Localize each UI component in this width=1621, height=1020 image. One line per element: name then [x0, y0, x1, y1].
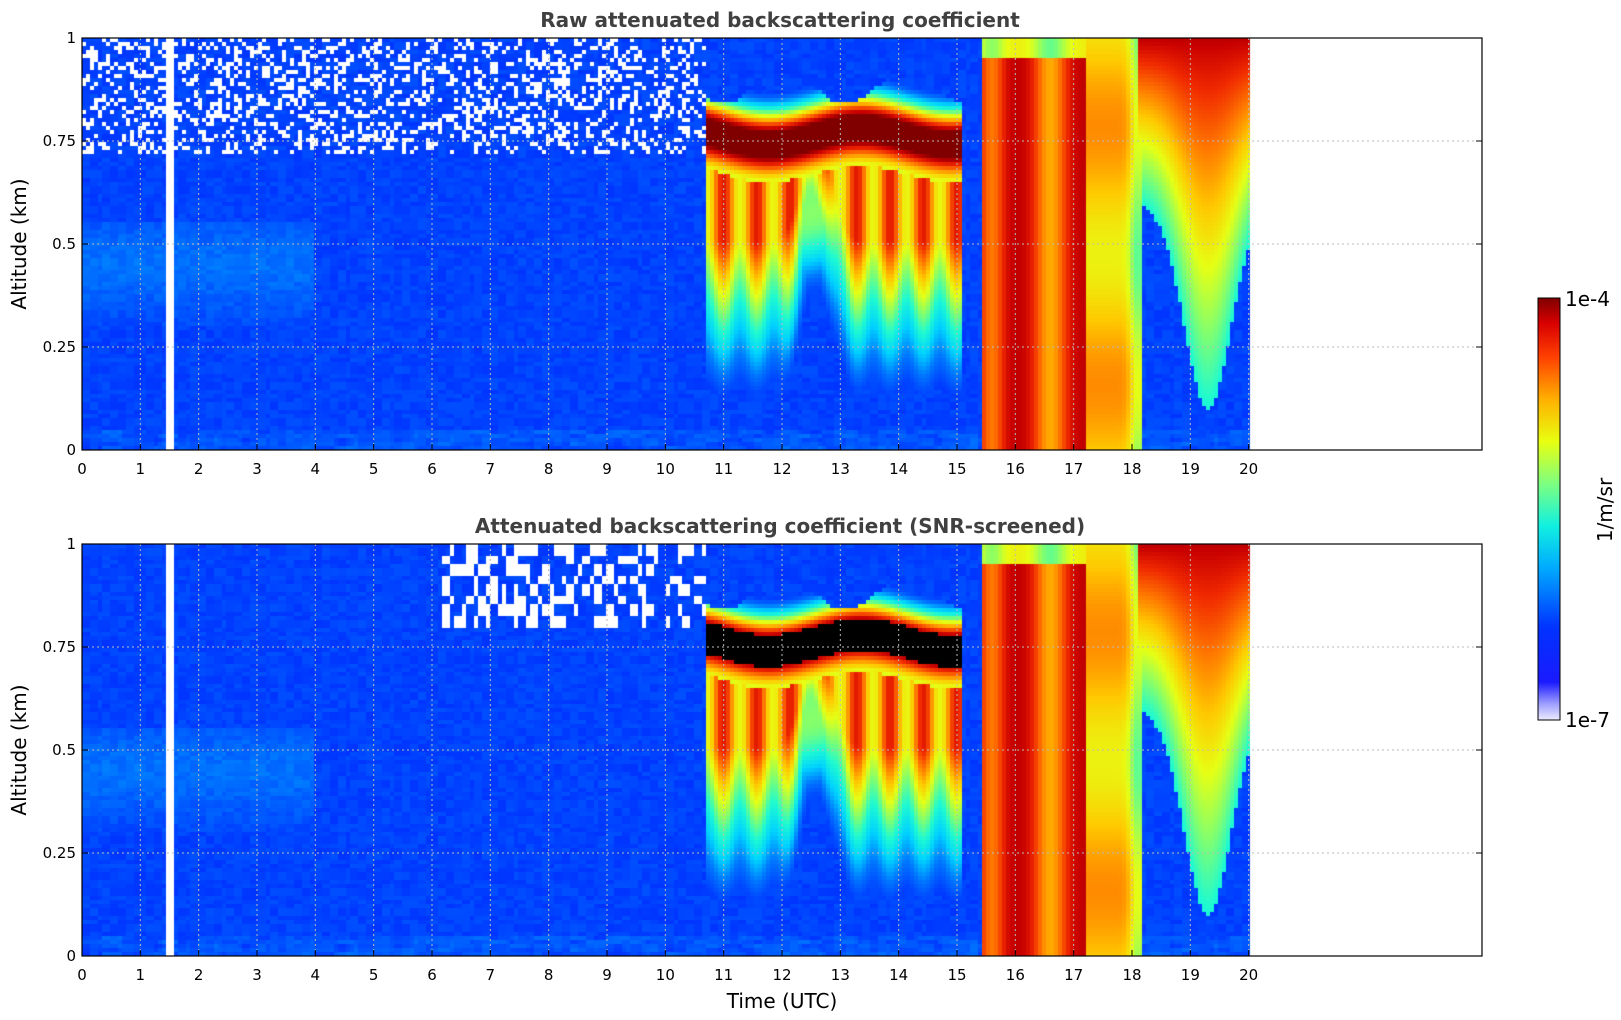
- colorbar-max-label: 1e-4: [1565, 287, 1610, 311]
- colorbar: 1e-4 1e-7 1/m/sr: [1537, 287, 1617, 732]
- x-tick-label: 15: [947, 460, 966, 478]
- x-tick-label: 12: [772, 460, 791, 478]
- x-tick-label: 3: [252, 460, 262, 478]
- colorbar-unit-label: 1/m/sr: [1593, 477, 1617, 542]
- x-tick-label: 9: [602, 966, 612, 984]
- axis-ticks-raw: 0 1 2 3 4 5 6 7 8 9 10 11 12 13 14 15 16 17 18 19 2000.250.5…: [43, 29, 1482, 478]
- x-tick-label: 14: [889, 966, 908, 984]
- ylabel-raw: Altitude (km): [7, 178, 31, 309]
- x-tick-label: 8: [544, 966, 554, 984]
- x-tick-label: 5: [369, 460, 379, 478]
- y-tick-label: 0: [66, 947, 76, 965]
- x-tick-label: 10: [656, 966, 675, 984]
- colorbar-min-label: 1e-7: [1565, 708, 1610, 732]
- x-tick-label: 16: [1006, 966, 1025, 984]
- x-tick-label: 1: [136, 460, 146, 478]
- x-tick-label: 3: [252, 966, 262, 984]
- raw-backscatter-panel: Raw attenuated backscattering coefficien…: [7, 8, 1483, 478]
- x-tick-label: 6: [427, 460, 437, 478]
- x-tick-label: 20: [1239, 460, 1258, 478]
- x-tick-label: 16: [1006, 460, 1025, 478]
- axis-ticks-screened: 0 1 2 3 4 5 6 7 8 9 10 11 12 13 14 15 16 17 18 19 2000.250.5…: [43, 535, 1482, 984]
- x-tick-label: 14: [889, 460, 908, 478]
- x-tick-label: 17: [1064, 966, 1083, 984]
- ylabel-screened: Altitude (km): [7, 684, 31, 815]
- panel-title-raw: Raw attenuated backscattering coefficien…: [540, 8, 1020, 32]
- x-tick-label: 0: [77, 966, 87, 984]
- x-tick-label: 2: [194, 966, 204, 984]
- x-tick-label: 5: [369, 966, 379, 984]
- y-tick-label: 0.5: [52, 741, 76, 759]
- x-tick-label: 18: [1122, 460, 1141, 478]
- colorbar-gradient: [1537, 297, 1561, 721]
- x-tick-label: 11: [714, 460, 733, 478]
- y-tick-label: 0.25: [43, 844, 76, 862]
- x-tick-label: 8: [544, 460, 554, 478]
- y-tick-label: 0.25: [43, 338, 76, 356]
- y-tick-label: 1: [66, 535, 76, 553]
- y-tick-label: 0.75: [43, 132, 76, 150]
- x-tick-label: 7: [486, 460, 496, 478]
- screened-backscatter-panel: Attenuated backscattering coefficient (S…: [7, 514, 1483, 1013]
- y-tick-label: 0.75: [43, 638, 76, 656]
- y-tick-label: 0: [66, 441, 76, 459]
- x-tick-label: 15: [947, 966, 966, 984]
- x-tick-label: 13: [831, 966, 850, 984]
- x-tick-label: 2: [194, 460, 204, 478]
- x-tick-label: 4: [311, 966, 321, 984]
- x-tick-label: 0: [77, 460, 87, 478]
- x-tick-label: 1: [136, 966, 146, 984]
- x-tick-label: 6: [427, 966, 437, 984]
- x-tick-label: 4: [311, 460, 321, 478]
- y-tick-label: 0.5: [52, 235, 76, 253]
- x-tick-label: 7: [486, 966, 496, 984]
- x-tick-label: 19: [1181, 460, 1200, 478]
- y-tick-label: 1: [66, 29, 76, 47]
- x-tick-label: 11: [714, 966, 733, 984]
- x-tick-label: 20: [1239, 966, 1258, 984]
- panel-title-screened: Attenuated backscattering coefficient (S…: [475, 514, 1085, 538]
- x-tick-label: 10: [656, 460, 675, 478]
- x-tick-label: 12: [772, 966, 791, 984]
- xlabel-time: Time (UTC): [726, 989, 838, 1013]
- x-tick-label: 13: [831, 460, 850, 478]
- x-tick-label: 19: [1181, 966, 1200, 984]
- x-tick-label: 9: [602, 460, 612, 478]
- x-tick-label: 17: [1064, 460, 1083, 478]
- x-tick-label: 18: [1122, 966, 1141, 984]
